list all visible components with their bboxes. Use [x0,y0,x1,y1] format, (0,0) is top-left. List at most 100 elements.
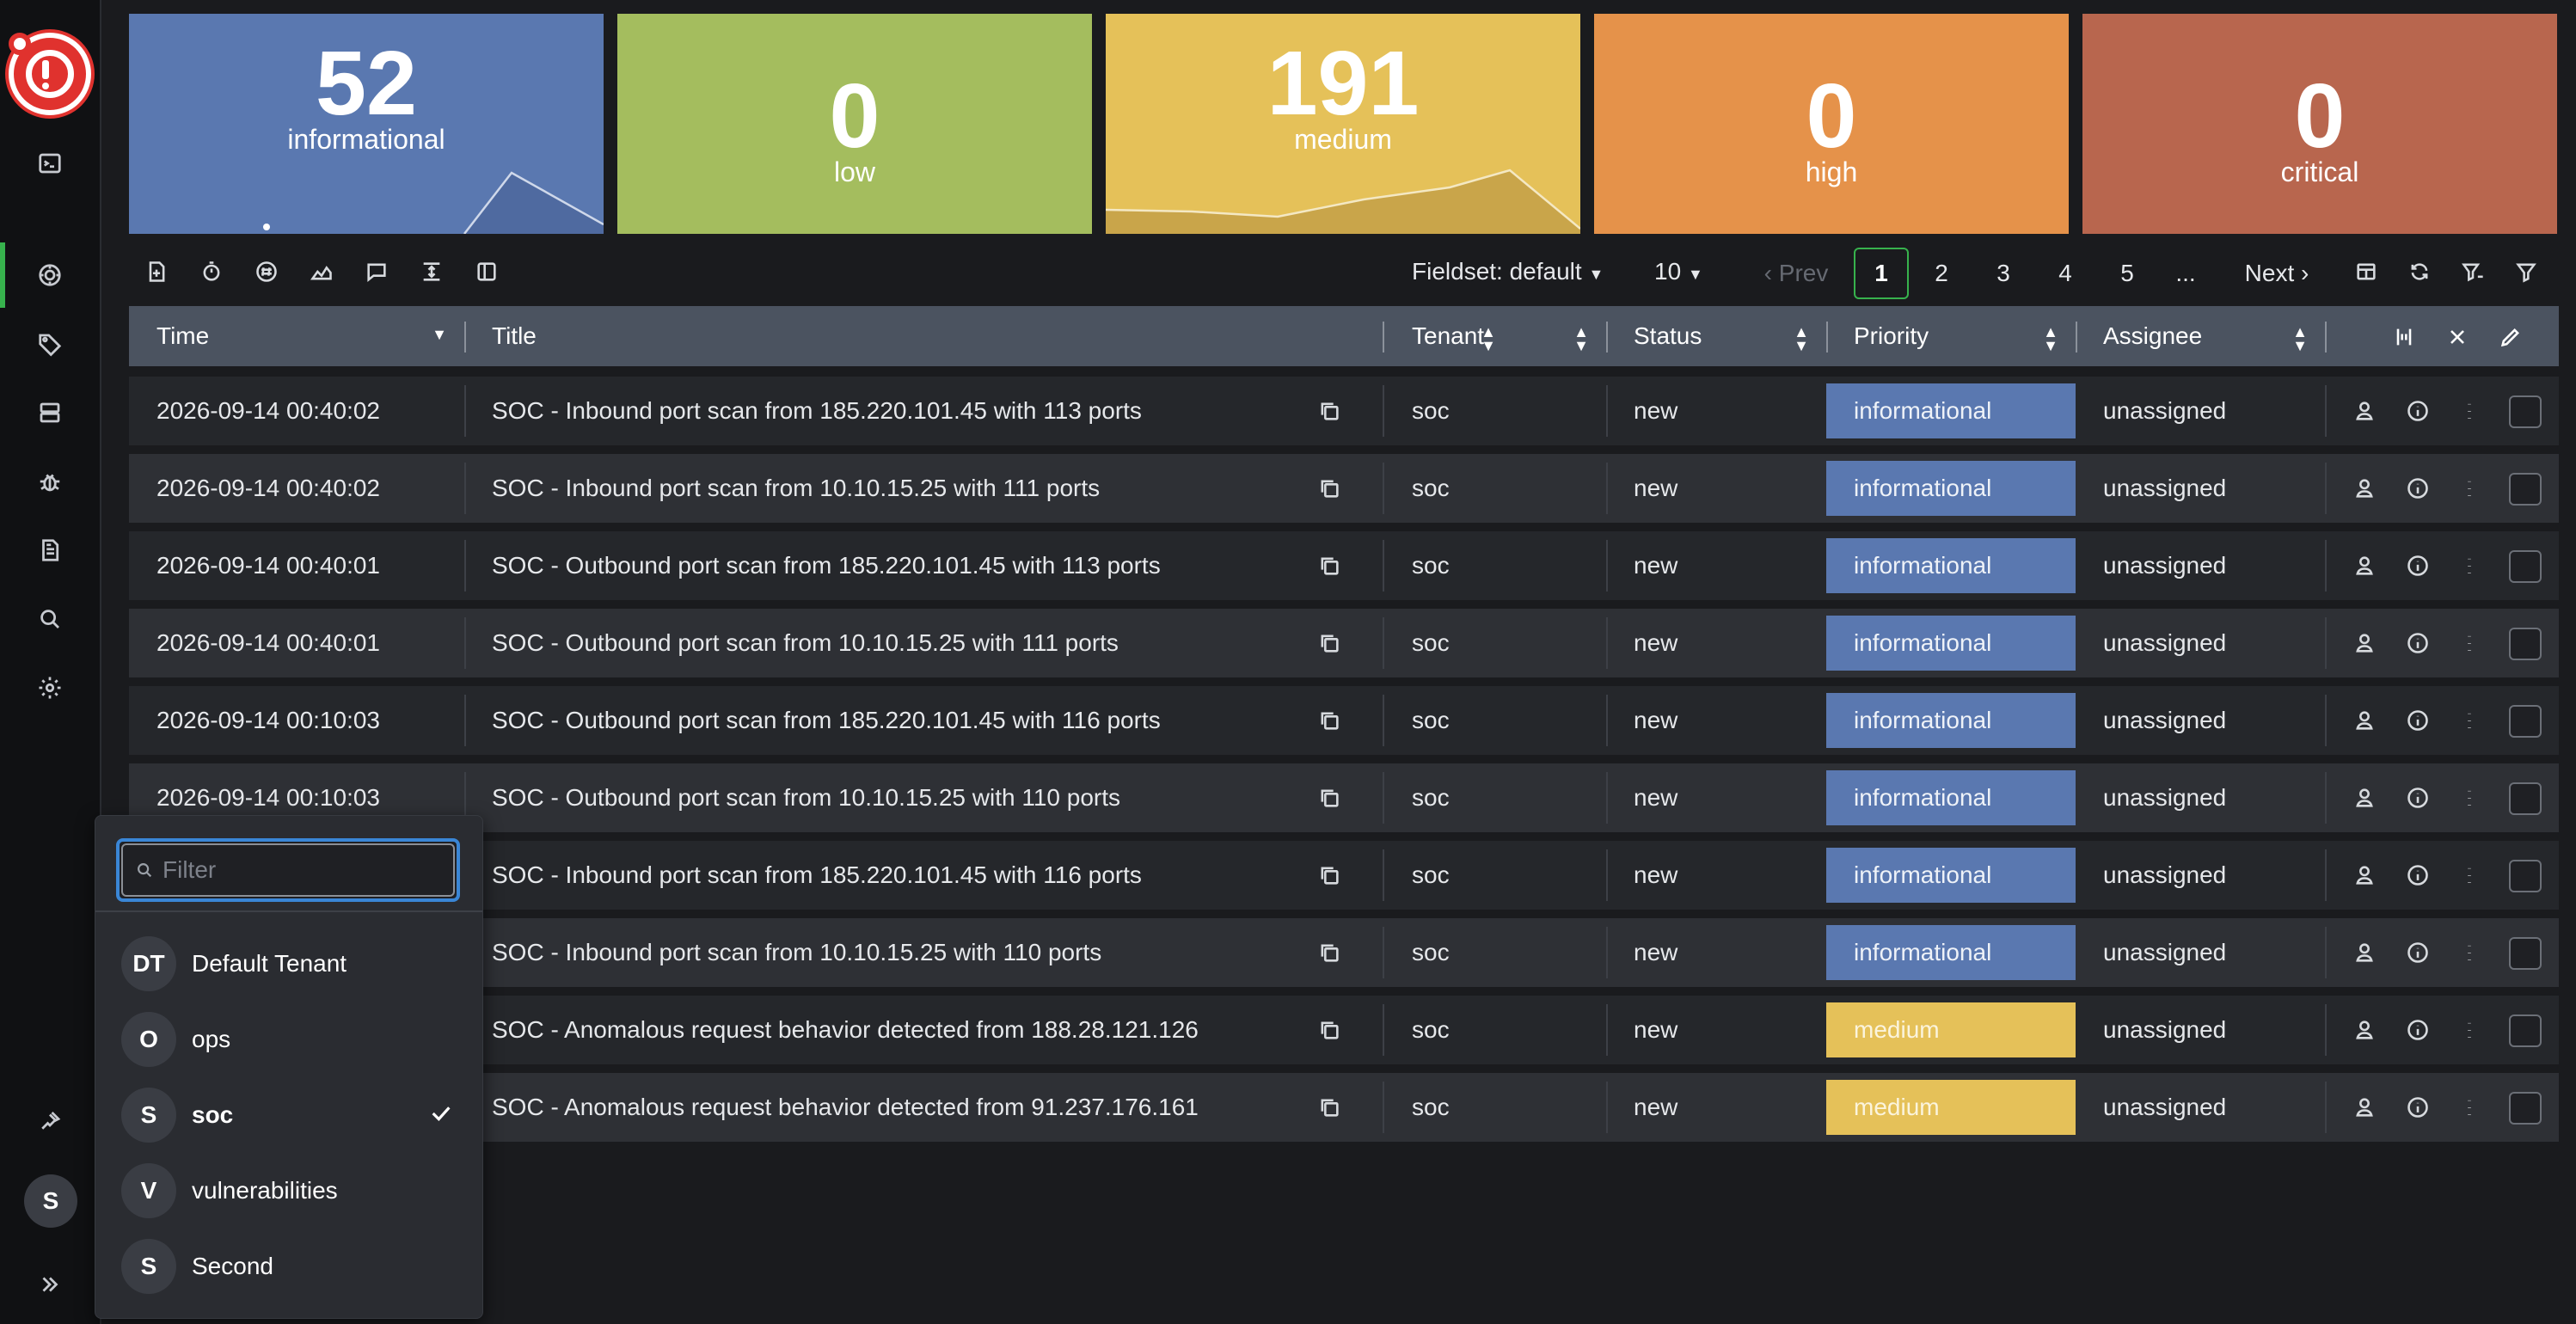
page-4-button[interactable]: 4 [2058,260,2072,286]
table-row[interactable]: 2026-09-14 00:40:02 SOC - Inbound port sc… [129,454,2559,523]
assign-user-icon[interactable] [2351,707,2378,734]
report-icon[interactable] [31,531,69,569]
assign-user-icon[interactable] [2351,1016,2378,1044]
sort-icon[interactable]: ▲ ▼ [2043,323,2058,355]
assign-user-icon[interactable] [2351,475,2378,502]
filter-icon[interactable] [2509,254,2543,289]
fieldset-select[interactable]: Fieldset: default ▼ [1412,258,1604,285]
row-select-checkbox[interactable] [2509,550,2542,583]
column-header-tenant[interactable]: Tenant ▲ ▼ [1384,306,1606,366]
sort-icon[interactable]: ▲ ▼ [1481,323,1496,355]
terminal-icon[interactable] [31,144,69,182]
tile-high[interactable]: 0 high [1594,14,2069,234]
sort-icon[interactable]: ▲ ▼ [2292,323,2308,355]
bug-icon[interactable] [31,463,69,500]
row-select-checkbox[interactable] [2509,1092,2542,1125]
expand-sidebar-icon[interactable] [31,1266,69,1303]
close-icon[interactable] [2444,323,2471,351]
info-icon[interactable] [2404,707,2432,734]
tag-icon[interactable] [31,325,69,363]
table-row[interactable]: 2026-09-14 00:40:01 SOC - Outbound port s… [129,531,2559,600]
server-icon[interactable] [31,394,69,432]
more-options-icon[interactable] [2456,397,2483,425]
column-header-title[interactable]: Title ▲ ▼ [464,306,1513,366]
cell-title[interactable]: SOC - Anomalous request behavior detecte… [492,1016,1199,1043]
copy-icon[interactable] [1316,397,1343,425]
cell-title[interactable]: SOC - Anomalous request behavior detecte… [492,1094,1199,1120]
sort-icon[interactable]: ▲ ▼ [1573,323,1589,355]
column-header-time[interactable]: Time ▼ [129,306,464,366]
copy-icon[interactable] [1316,861,1343,889]
copy-icon[interactable] [1316,939,1343,966]
app-logo[interactable] [9,33,91,115]
page-3-button[interactable]: 3 [1996,260,2010,286]
assign-user-icon[interactable] [2351,1094,2378,1121]
table-row[interactable]: 2026-09-14 00:10:03 SOC - Outbound port s… [129,686,2559,755]
tile-informational[interactable]: 52 informational [129,14,604,234]
info-icon[interactable] [2404,552,2432,579]
cell-title[interactable]: SOC - Inbound port scan from 185.220.101… [492,861,1142,888]
search-icon[interactable] [31,600,69,638]
column-header-assignee[interactable]: Assignee ▲ ▼ [2076,306,2325,366]
assign-user-icon[interactable] [2351,397,2378,425]
table-row[interactable]: 2026-09-14 00:10:03 SOC - Outbound port s… [129,763,2559,832]
timer-icon[interactable] [194,254,229,289]
more-options-icon[interactable] [2456,1094,2483,1121]
more-options-icon[interactable] [2456,1016,2483,1044]
row-select-checkbox[interactable] [2509,473,2542,506]
prev-page-button[interactable]: ‹ Prev [1745,248,1847,299]
next-page-button[interactable]: Next › [2225,248,2328,299]
cell-title[interactable]: SOC - Outbound port scan from 10.10.15.2… [492,784,1120,811]
table-row[interactable]: SOC - Inbound port scan from 185.220.101… [129,841,2559,910]
edit-icon[interactable] [2497,323,2524,351]
row-select-checkbox[interactable] [2509,1014,2542,1047]
copy-icon[interactable] [1316,475,1343,502]
more-options-icon[interactable] [2456,784,2483,812]
info-icon[interactable] [2404,629,2432,657]
filter-minus-icon[interactable] [2456,254,2490,289]
copy-icon[interactable] [1316,784,1343,812]
page-2-button[interactable]: 2 [1935,260,1948,286]
cell-title[interactable]: SOC - Outbound port scan from 185.220.10… [492,707,1161,733]
more-options-icon[interactable] [2456,629,2483,657]
tenant-filter-input[interactable] [163,856,438,884]
table-row[interactable]: SOC - Inbound port scan from 10.10.15.25… [129,918,2559,987]
column-width-icon[interactable] [2390,323,2418,351]
page-1-button[interactable]: 1 [1854,248,1909,299]
tile-medium[interactable]: 191 medium [1106,14,1580,234]
copy-icon[interactable] [1316,1016,1343,1044]
info-icon[interactable] [2404,397,2432,425]
refresh-icon[interactable] [2402,254,2437,289]
line-height-icon[interactable] [414,254,449,289]
column-header-status[interactable]: Status ▲ ▼ [1606,306,1826,366]
more-options-icon[interactable] [2456,475,2483,502]
info-icon[interactable] [2404,475,2432,502]
row-select-checkbox[interactable] [2509,705,2542,738]
copy-icon[interactable] [1316,629,1343,657]
sort-desc-icon[interactable]: ▼ [432,326,447,343]
row-select-checkbox[interactable] [2509,860,2542,892]
info-icon[interactable] [2404,1016,2432,1044]
assign-user-icon[interactable] [2351,861,2378,889]
tenant-filter-field[interactable] [116,838,460,902]
copy-icon[interactable] [1316,707,1343,734]
assign-user-icon[interactable] [2351,629,2378,657]
cell-title[interactable]: SOC - Inbound port scan from 10.10.15.25… [492,475,1101,501]
info-icon[interactable] [2404,861,2432,889]
table-row[interactable]: 2026-09-14 00:40:01 SOC - Outbound port s… [129,609,2559,677]
user-avatar[interactable]: S [24,1174,77,1228]
more-options-icon[interactable] [2456,861,2483,889]
comment-icon[interactable] [359,254,394,289]
cell-title[interactable]: SOC - Inbound port scan from 185.220.101… [492,397,1142,424]
assign-user-icon[interactable] [2351,784,2378,812]
assign-user-icon[interactable] [2351,552,2378,579]
row-select-checkbox[interactable] [2509,628,2542,660]
tenant-option[interactable]: DT Default Tenant [95,926,482,1002]
row-select-checkbox[interactable] [2509,782,2542,815]
cell-title[interactable]: SOC - Inbound port scan from 10.10.15.25… [492,939,1102,965]
column-header-priority[interactable]: Priority ▲ ▼ [1826,306,2076,366]
tile-critical[interactable]: 0 critical [2082,14,2557,234]
